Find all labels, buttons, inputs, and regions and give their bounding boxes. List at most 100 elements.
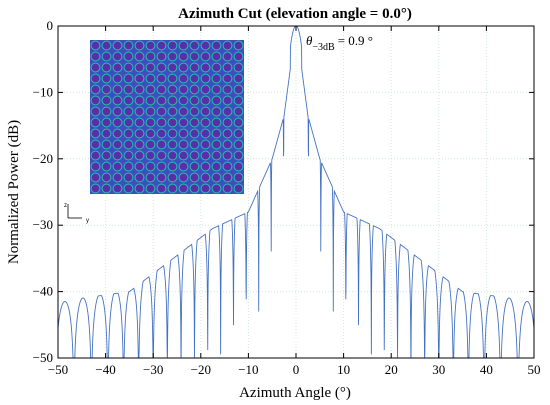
array-element [123, 172, 134, 183]
x-tick-label: −20 [191, 362, 211, 377]
array-element [145, 62, 156, 73]
array-element [123, 139, 134, 150]
array-element [156, 95, 167, 106]
array-element [178, 51, 189, 62]
array-element [211, 106, 222, 117]
x-tick-label: −30 [143, 362, 163, 377]
array-element [211, 84, 222, 95]
frame-label-z: z [64, 203, 67, 209]
array-element [145, 51, 156, 62]
coordinate-frame-icon: z y [64, 203, 89, 224]
array-element [112, 62, 123, 73]
array-element [200, 106, 211, 117]
array-element [101, 106, 112, 117]
array-element [167, 161, 178, 172]
array-element [112, 51, 123, 62]
array-element [200, 95, 211, 106]
array-element [233, 172, 244, 183]
array-element [233, 150, 244, 161]
array-element [101, 51, 112, 62]
array-element [90, 172, 101, 183]
array-element [189, 183, 200, 194]
array-element [211, 95, 222, 106]
array-element [156, 150, 167, 161]
array-element [189, 172, 200, 183]
array-element [90, 51, 101, 62]
array-element [178, 73, 189, 84]
array-element [145, 106, 156, 117]
array-element [167, 128, 178, 139]
array-element [200, 172, 211, 183]
array-element [222, 106, 233, 117]
chart-title: Azimuth Cut (elevation angle = 0.0°) [178, 6, 412, 22]
array-element [178, 40, 189, 51]
axis-ticks: −50 −40 −30 −20 −10 0 10 20 30 40 50 0 −10 −20 −30 −40 −… [33, 18, 541, 377]
array-element [90, 40, 101, 51]
x-tick-label: −50 [48, 362, 68, 377]
array-element [178, 128, 189, 139]
array-element [101, 40, 112, 51]
array-element [134, 150, 145, 161]
array-element [167, 139, 178, 150]
array-element [222, 40, 233, 51]
array-element [90, 95, 101, 106]
array-element [189, 161, 200, 172]
array-element [200, 139, 211, 150]
array-element [233, 73, 244, 84]
array-element [156, 106, 167, 117]
y-tick-label: −10 [33, 84, 53, 99]
array-element [101, 128, 112, 139]
x-tick-label: 40 [480, 362, 493, 377]
array-element [90, 117, 101, 128]
array-element [145, 172, 156, 183]
array-element [222, 128, 233, 139]
array-element [112, 84, 123, 95]
array-element [200, 73, 211, 84]
y-tick-label: −20 [33, 151, 53, 166]
array-element [90, 150, 101, 161]
array-element [134, 106, 145, 117]
array-element [123, 62, 134, 73]
array-element [90, 183, 101, 194]
array-element [156, 40, 167, 51]
beamwidth-annotation: θ−3dB = 0.9 ° [306, 33, 373, 53]
array-element [101, 150, 112, 161]
array-element [134, 183, 145, 194]
x-tick-label: 0 [293, 362, 300, 377]
array-element [156, 51, 167, 62]
array-element [123, 128, 134, 139]
array-element [233, 62, 244, 73]
array-element [233, 139, 244, 150]
array-element [90, 161, 101, 172]
array-element [101, 172, 112, 183]
array-element [178, 183, 189, 194]
array-element [189, 95, 200, 106]
array-element [222, 117, 233, 128]
array-element [178, 139, 189, 150]
array-element [145, 40, 156, 51]
array-element [145, 95, 156, 106]
array-layout-inset [90, 40, 244, 194]
array-element [156, 128, 167, 139]
array-element [112, 95, 123, 106]
array-element [134, 73, 145, 84]
array-element [189, 128, 200, 139]
array-element [200, 117, 211, 128]
array-element [112, 73, 123, 84]
array-element [123, 40, 134, 51]
frame-label-y: y [86, 218, 89, 224]
array-element [123, 106, 134, 117]
array-element [178, 106, 189, 117]
array-element [101, 139, 112, 150]
array-element [134, 139, 145, 150]
array-element [211, 183, 222, 194]
array-element [211, 150, 222, 161]
array-element [211, 40, 222, 51]
array-element [90, 139, 101, 150]
array-element [178, 150, 189, 161]
y-axis-label: Normalized Power (dB) [6, 120, 22, 264]
array-element [200, 128, 211, 139]
array-element [211, 117, 222, 128]
array-element [189, 106, 200, 117]
array-element [123, 51, 134, 62]
